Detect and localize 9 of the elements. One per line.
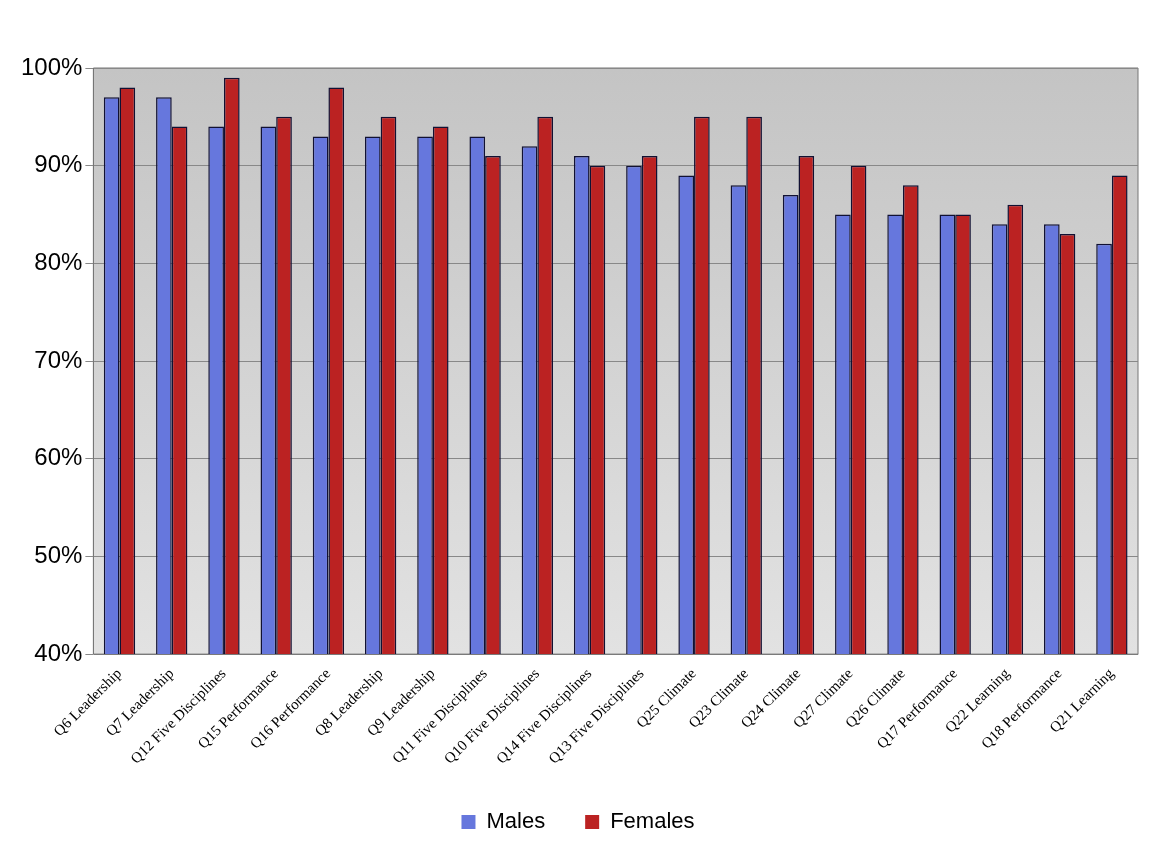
y-tick-label: 90% <box>34 150 83 178</box>
y-tick-label: 60% <box>34 443 83 471</box>
y-tick-label: 40% <box>34 638 83 666</box>
legend-label: Females <box>610 808 695 834</box>
y-tick-label: 100% <box>20 52 83 80</box>
y-tick-label: 70% <box>34 345 83 373</box>
legend-label: Males <box>486 808 546 834</box>
y-tick-label: 80% <box>34 248 83 275</box>
y-tick-label: 50% <box>34 541 83 569</box>
